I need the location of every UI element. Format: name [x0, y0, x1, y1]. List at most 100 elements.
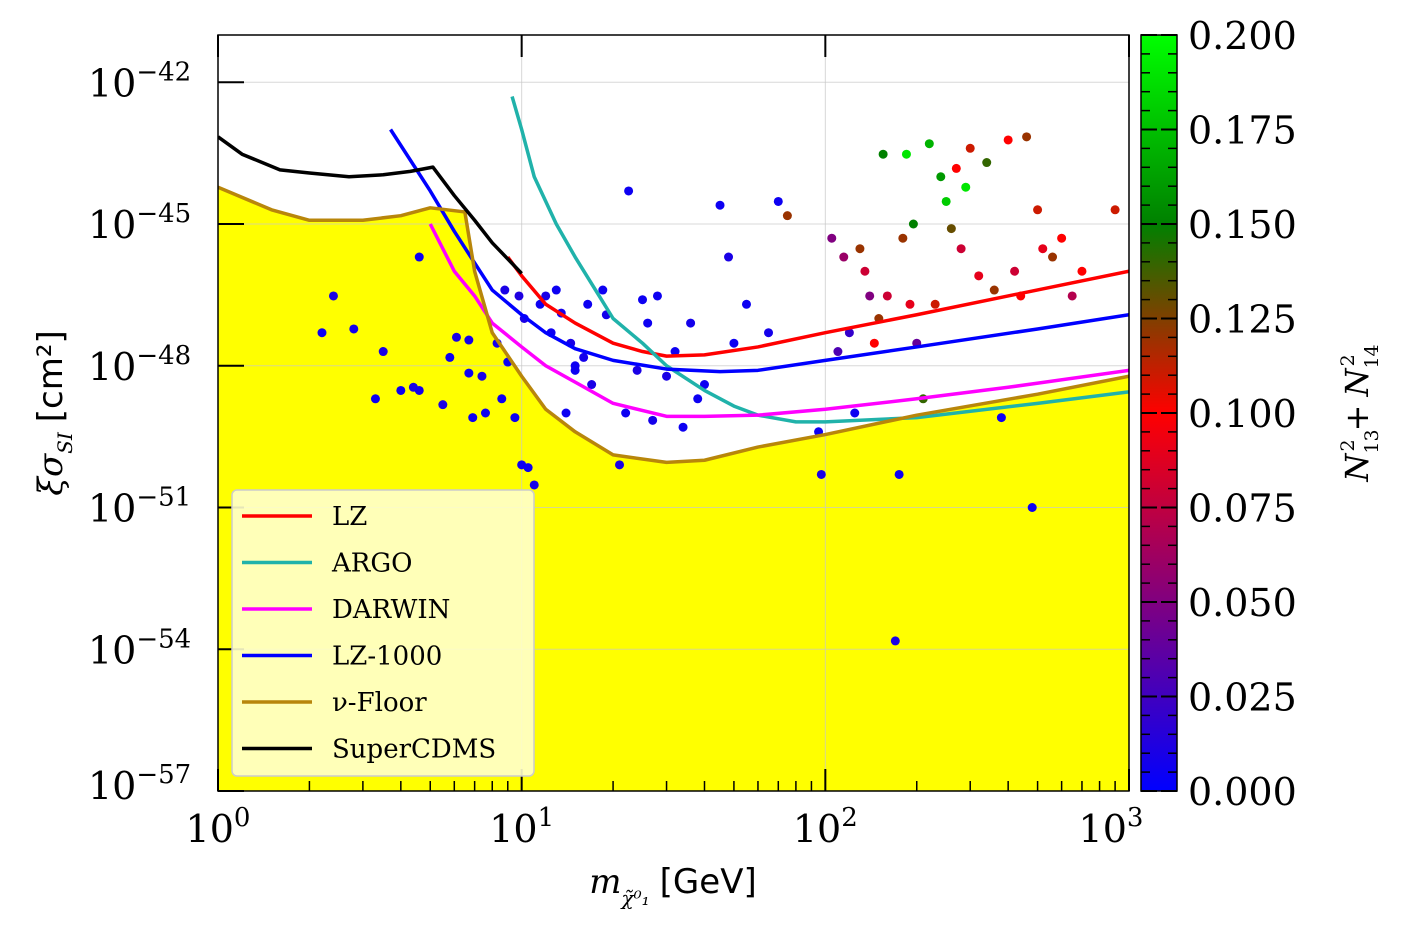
x-axis-label: mχ̃⁰₁ [GeV] — [589, 862, 756, 910]
legend-label: ARGO — [331, 549, 412, 579]
scatter-point — [624, 186, 634, 196]
scatter-point — [1022, 132, 1032, 142]
scatter-point — [693, 394, 703, 404]
colorbar-tick-label: 0.075 — [1188, 487, 1297, 531]
scatter-point — [1033, 205, 1043, 215]
series-line-argo — [510, 95, 1129, 424]
scatter-point — [816, 469, 826, 479]
scatter-point — [898, 233, 908, 243]
scatter-point — [882, 291, 892, 301]
scatter-point — [936, 172, 946, 182]
series-line-lz — [506, 255, 1129, 358]
series-line--floor — [218, 185, 1129, 465]
scatter-point — [378, 347, 388, 357]
colorbar-tick-label: 0.050 — [1188, 581, 1297, 625]
scatter-point — [951, 163, 961, 173]
y-axis-label-sub: SI — [53, 431, 77, 454]
scatter-point — [570, 365, 580, 375]
scatter-point — [989, 285, 999, 295]
scatter-point — [678, 422, 688, 432]
scatter-point — [878, 149, 888, 159]
legend-label: SuperCDMS — [332, 735, 496, 765]
scatter-point — [982, 158, 992, 168]
scatter-point — [561, 408, 571, 418]
y-axis-label: ξσSI [cm²] — [31, 330, 77, 496]
scatter-point — [946, 224, 956, 234]
scatter-point — [510, 413, 520, 423]
scatter-point — [839, 252, 849, 262]
y-tick-label: 10−42 — [88, 57, 191, 105]
scatter-point — [414, 252, 424, 262]
scatter-point — [638, 295, 648, 305]
x-tick-labels: 100 101 102 103 — [186, 803, 1144, 851]
scatter-points — [317, 132, 1120, 646]
colorbar-tick-label: 0.025 — [1188, 676, 1297, 720]
y-tick-label: 10−51 — [88, 483, 191, 531]
scatter-point — [699, 380, 709, 390]
scatter-point — [1110, 205, 1120, 215]
colorbar-tick-label: 0.125 — [1188, 298, 1297, 342]
scatter-point — [901, 149, 911, 159]
scatter-point — [514, 291, 524, 301]
scatter-point — [741, 299, 751, 309]
scatter-point — [464, 368, 474, 378]
scatter-point — [724, 252, 734, 262]
legend-label: LZ — [332, 502, 367, 532]
scatter-point — [908, 219, 918, 229]
scatter-point — [500, 285, 510, 295]
scatter-point — [541, 291, 551, 301]
scatter-point — [523, 463, 533, 473]
scatter-point — [370, 394, 380, 404]
series-line-lz-1000 — [389, 128, 1129, 374]
scatter-point — [860, 266, 870, 276]
scatter-point — [396, 385, 406, 395]
scatter-point — [833, 347, 843, 357]
scatter-point — [317, 328, 327, 338]
scatter-point — [827, 233, 837, 243]
scatter-point — [930, 299, 940, 309]
legend-label: LZ-1000 — [332, 642, 442, 672]
colorbar-tick-label: 0.150 — [1188, 203, 1297, 247]
legend-box — [231, 489, 535, 777]
scatter-point — [579, 352, 589, 362]
scatter-point — [764, 328, 774, 338]
x-tick-label: 103 — [1079, 803, 1144, 851]
scatter-point — [652, 291, 662, 301]
scatter-point — [924, 139, 934, 149]
scatter-point — [855, 244, 865, 254]
colorbar-tick-label: 0.200 — [1188, 14, 1297, 58]
scatter-point — [956, 244, 966, 254]
colorbar-tick-label: 0.000 — [1188, 770, 1297, 814]
colorbar-label: N132+N142 — [1337, 344, 1383, 482]
scatter-point — [480, 408, 490, 418]
scatter-point — [974, 271, 984, 281]
scatter-point — [844, 328, 854, 338]
scatter-point — [643, 318, 653, 328]
x-axis-label-unit: [GeV] — [660, 862, 757, 902]
scatter-point — [686, 318, 696, 328]
legend-label: DARWIN — [332, 595, 450, 625]
colorbar-tick-label: 0.175 — [1188, 109, 1297, 153]
x-tick-label: 102 — [793, 803, 858, 851]
series-line-supercdms — [218, 135, 523, 275]
scatter-point — [1048, 252, 1058, 262]
scatter-point — [477, 371, 487, 381]
scatter-point — [965, 143, 975, 153]
scatter-point — [996, 413, 1006, 423]
scatter-point — [414, 385, 424, 395]
scatter-point — [1003, 135, 1013, 145]
scatter-point — [583, 299, 593, 309]
y-axis-label-base: ξσ — [31, 453, 71, 496]
scatter-point — [1057, 233, 1067, 243]
scatter-point — [438, 400, 448, 410]
scatter-point — [850, 408, 860, 418]
limit-curves — [218, 95, 1129, 465]
scatter-point — [632, 365, 642, 375]
scatter-point — [615, 460, 625, 470]
scatter-point — [1077, 266, 1087, 276]
scatter-point — [551, 285, 561, 295]
scatter-point — [1027, 503, 1037, 512]
x-tick-label: 101 — [489, 803, 554, 851]
scatter-point — [941, 196, 951, 206]
